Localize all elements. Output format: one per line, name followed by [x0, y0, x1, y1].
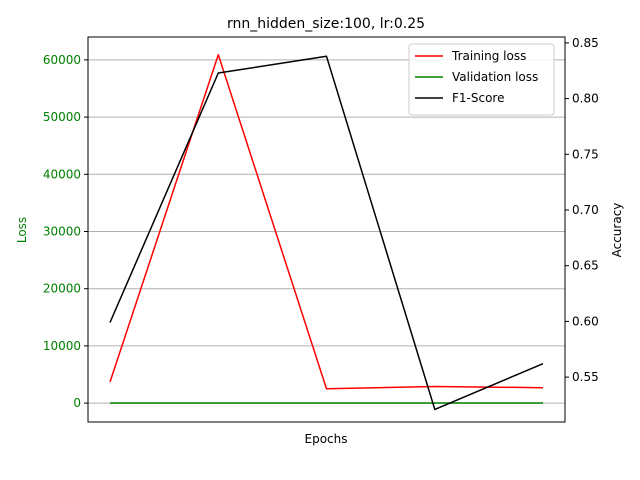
y-left-tick-label: 10000	[43, 339, 81, 353]
y-right-tick-label: 0.80	[572, 92, 599, 106]
series-layer	[109, 53, 544, 411]
legend-label: F1-Score	[452, 91, 504, 105]
plot-frame	[87, 36, 566, 423]
y-left-tick-label: 40000	[43, 167, 81, 181]
legend: Training loss Validation loss F1-Score	[408, 43, 555, 116]
y-right-tick-label: 0.55	[572, 370, 599, 384]
y-left-tick-label: 20000	[43, 282, 81, 296]
chart-title: rnn_hidden_size:100, lr:0.25	[227, 16, 425, 32]
y-left-tick-label: 50000	[43, 110, 81, 124]
x-axis-label: Epochs	[305, 432, 348, 446]
series-line-training-loss	[109, 53, 544, 390]
legend-label: Validation loss	[452, 70, 538, 84]
y-axis-left-label: Loss	[15, 217, 29, 243]
y-left-tick-label: 30000	[43, 225, 81, 239]
legend-box	[408, 43, 555, 116]
y-right-tick-label: 0.60	[572, 314, 599, 328]
left-axis: 0 10000 20000 30000 40000 50000 60000	[43, 53, 88, 410]
y-left-tick-label: 60000	[43, 53, 81, 67]
y-axis-right-label: Accuracy	[610, 203, 624, 258]
y-left-tick-label: 0	[73, 396, 81, 410]
y-right-tick-label: 0.65	[572, 259, 599, 273]
y-right-tick-label: 0.75	[572, 147, 599, 161]
y-right-tick-label: 0.85	[572, 36, 599, 50]
series-line-f1-score	[109, 55, 544, 411]
y-right-tick-label: 0.70	[572, 203, 599, 217]
right-axis: 0.55 0.60 0.65 0.70 0.75 0.80 0.85	[565, 36, 599, 384]
legend-label: Training loss	[451, 49, 526, 63]
